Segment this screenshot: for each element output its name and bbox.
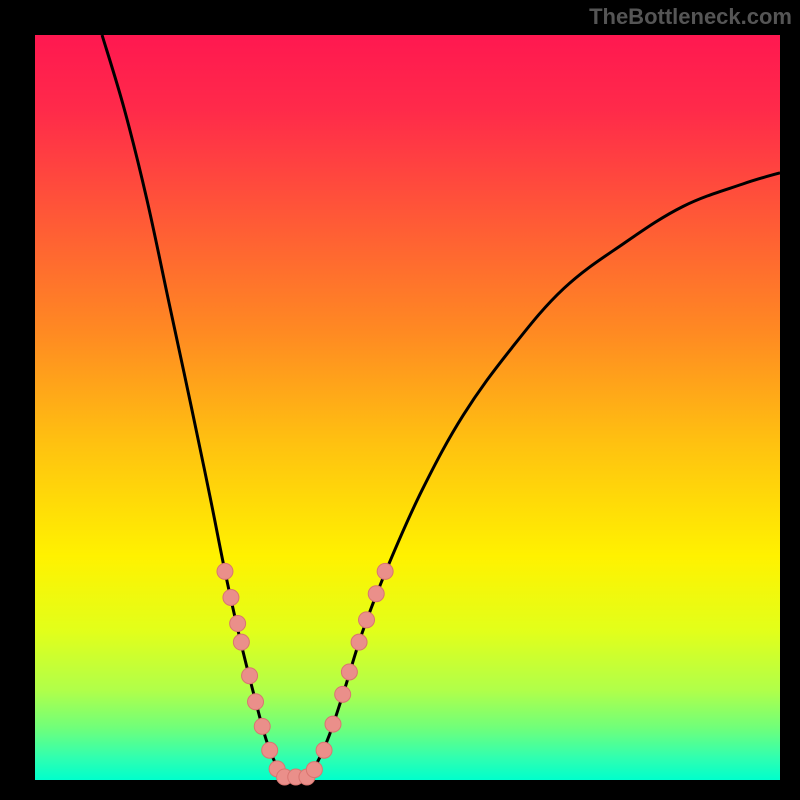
marker-point — [248, 694, 264, 710]
marker-point — [233, 634, 249, 650]
marker-point — [230, 616, 246, 632]
marker-point — [254, 718, 270, 734]
marker-point — [359, 612, 375, 628]
chart-container: TheBottleneck.com — [0, 0, 800, 800]
marker-point — [368, 586, 384, 602]
marker-point — [335, 686, 351, 702]
plot-background — [35, 35, 780, 780]
marker-point — [351, 634, 367, 650]
marker-point — [341, 664, 357, 680]
marker-point — [242, 668, 258, 684]
marker-point — [217, 563, 233, 579]
marker-point — [316, 742, 332, 758]
marker-point — [262, 742, 278, 758]
marker-point — [377, 563, 393, 579]
chart-svg — [0, 0, 800, 800]
marker-point — [325, 716, 341, 732]
marker-point — [306, 762, 322, 778]
watermark-text: TheBottleneck.com — [589, 4, 792, 30]
marker-point — [223, 589, 239, 605]
